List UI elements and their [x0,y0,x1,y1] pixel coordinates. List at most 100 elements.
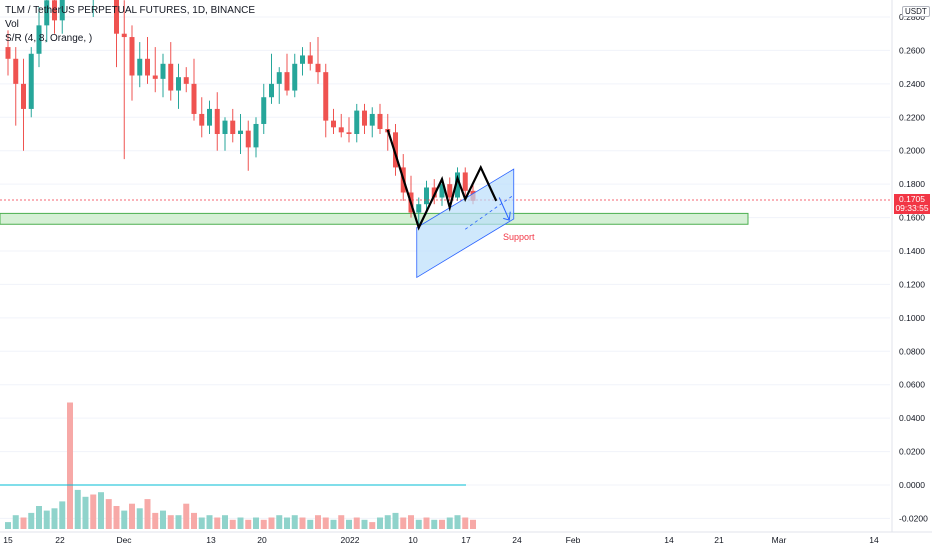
candle [369,107,375,138]
candle [261,83,267,134]
time-tick-label: 21 [714,535,724,545]
volume-bar [439,519,445,529]
volume-bar [346,519,352,529]
volume-bar [245,519,252,529]
volume-bar [144,499,151,529]
time-tick-label: Dec [116,535,132,545]
price-tick-label: 0.2600 [899,45,925,55]
candle-body [362,110,367,126]
candle [245,120,251,171]
time-tick-label: 20 [257,535,267,545]
candle-body [207,108,212,126]
symbol-title[interactable]: TLM / TetherUS PERPETUAL FUTURES, 1D, BI… [5,5,256,16]
candle-body [160,63,166,79]
volume-bar [67,402,73,529]
projection-arrowhead [503,211,511,221]
candle-body [191,83,197,114]
candle [269,53,274,104]
candle [168,42,174,101]
candle [59,0,65,34]
candle-body [13,58,19,84]
candle-body [455,172,460,198]
candle-body [447,184,453,198]
volume-bar [5,522,11,529]
price-tick-label: -0.0200 [899,513,928,523]
volume-bar [160,510,166,529]
price-tick-label: 0.1000 [899,313,925,323]
candle-body [44,0,50,26]
volume-bar [51,508,58,529]
volume-bar [20,517,27,529]
volume-bar [369,522,376,529]
candle-body [5,47,11,59]
candle [292,53,298,98]
candle-body [424,187,429,205]
volume-bar [307,519,314,529]
candle [92,0,94,17]
candle [176,63,181,109]
candle [21,58,26,151]
price-tick-label: 0.0000 [899,480,925,490]
channel-midline [465,194,514,230]
volume-bar [175,515,182,529]
candle [52,0,57,34]
volume-bar [121,510,128,529]
volume-bar [129,503,135,529]
volume-bar [423,517,430,529]
volume-bar [206,515,213,529]
volume-bar [191,512,197,529]
candle-body [416,204,422,213]
volume-bar [260,519,267,529]
candle [315,37,321,84]
time-axis[interactable]: 15 22 Dec 13 20 2022 10 17 24 Feb 14 21 Mar 14 [0,531,932,545]
volume-bar [446,517,453,529]
sr-indicator-label[interactable]: S/R (4, 8, Orange, ) [5,33,93,44]
candle [222,117,228,151]
time-tick-label: 14 [664,535,674,545]
support-zone: Support [0,212,749,242]
candle-body [462,172,468,191]
candle-body [36,25,42,54]
price-tick-label: 0.1800 [899,179,925,189]
chart-legend: TLM / TetherUS PERPETUAL FUTURES, 1D, BI… [5,4,255,46]
candle [455,167,460,201]
volume-bar [113,506,120,529]
volume-indicator-label[interactable]: Vol [5,19,19,30]
price-axis[interactable]: 0.2800 0.2600 0.2400 0.2200 0.2000 0.1800 0.16… [891,0,928,532]
currency-badge[interactable]: USDT [902,6,930,17]
time-tick-label: 22 [55,535,65,545]
volume-bar [28,512,35,529]
candle-body [28,53,34,109]
price-tick-label: 0.1400 [899,246,925,256]
time-tick-label: Mar [772,535,787,545]
volume-bar [400,517,407,529]
zigzag-pattern [386,129,498,231]
volume-bar [353,517,360,529]
candle [13,47,19,126]
grid [0,16,890,519]
candle-body [269,83,274,98]
candle-body [331,120,336,128]
candle-body [323,72,329,121]
candle-body [176,77,181,91]
candle [44,0,50,43]
volume-bar [291,515,298,529]
candle [338,113,344,138]
volume-bar [330,519,337,529]
volume-bar [322,517,329,529]
candle [362,103,367,134]
candle-body [377,113,383,129]
volume-bar [183,503,190,529]
candle-body [59,0,65,21]
candle-body [238,130,243,134]
volume-bar [408,515,414,529]
candle-body [369,113,375,126]
volume-bars [0,402,476,529]
candle [346,117,352,143]
volume-bar [36,506,42,529]
candle-body [129,37,135,76]
drawings [0,129,892,279]
volume-bar [222,515,228,529]
support-label: Support [503,232,535,242]
